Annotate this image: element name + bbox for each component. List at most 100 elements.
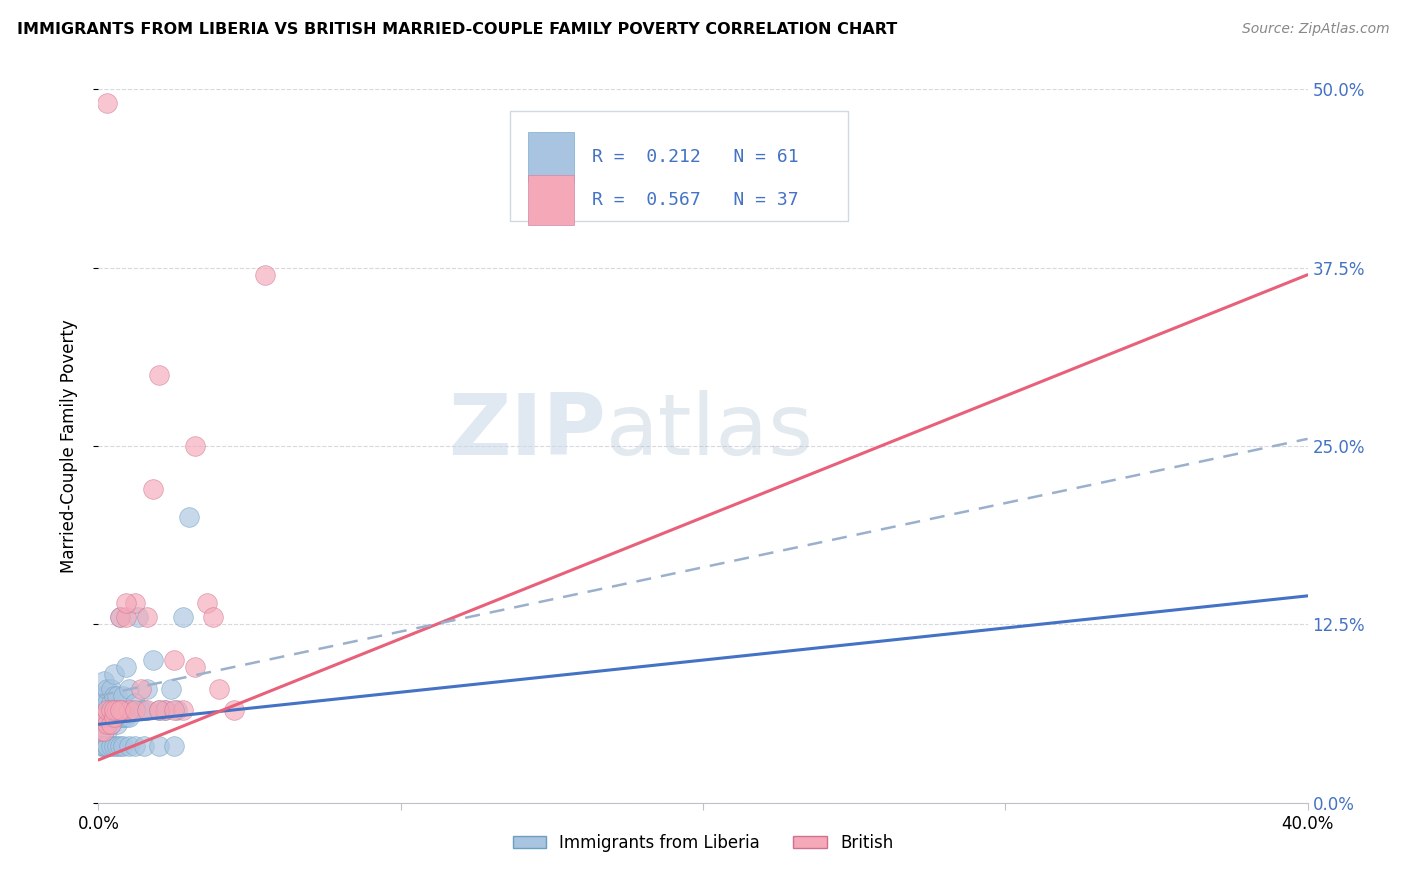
Point xyxy=(93,689,115,703)
Point xyxy=(124,696,146,710)
Point xyxy=(111,703,134,717)
Point xyxy=(103,739,125,753)
Point xyxy=(172,610,194,624)
Point xyxy=(118,703,141,717)
Point xyxy=(118,739,141,753)
Point xyxy=(108,739,131,753)
Point xyxy=(118,681,141,696)
Point xyxy=(96,96,118,111)
Point xyxy=(163,703,186,717)
Point xyxy=(124,703,146,717)
Point xyxy=(135,703,157,717)
Point xyxy=(163,739,186,753)
Point xyxy=(108,710,131,724)
Point xyxy=(153,703,176,717)
Point xyxy=(163,653,186,667)
Point xyxy=(142,482,165,496)
Point xyxy=(96,681,118,696)
Point xyxy=(253,268,276,282)
Text: Source: ZipAtlas.com: Source: ZipAtlas.com xyxy=(1241,22,1389,37)
Point xyxy=(96,717,118,731)
Point xyxy=(100,717,122,731)
Point xyxy=(124,739,146,753)
FancyBboxPatch shape xyxy=(509,111,848,221)
Point xyxy=(96,739,118,753)
Point xyxy=(103,703,125,717)
Point xyxy=(179,510,201,524)
Text: R =  0.567   N = 37: R = 0.567 N = 37 xyxy=(592,191,799,209)
Point xyxy=(153,703,176,717)
Point xyxy=(100,696,122,710)
Point xyxy=(100,739,122,753)
Text: R =  0.212   N = 61: R = 0.212 N = 61 xyxy=(592,148,799,166)
Point xyxy=(103,710,125,724)
Point xyxy=(184,439,207,453)
Bar xyxy=(527,132,574,182)
Point xyxy=(148,368,170,382)
Text: IMMIGRANTS FROM LIBERIA VS BRITISH MARRIED-COUPLE FAMILY POVERTY CORRELATION CHA: IMMIGRANTS FROM LIBERIA VS BRITISH MARRI… xyxy=(17,22,897,37)
Point xyxy=(103,667,125,681)
Point xyxy=(114,710,136,724)
Point xyxy=(172,703,194,717)
Point xyxy=(118,710,141,724)
Point xyxy=(132,703,155,717)
Bar xyxy=(527,175,574,225)
Point xyxy=(108,610,131,624)
Point xyxy=(96,739,118,753)
Legend: Immigrants from Liberia, British: Immigrants from Liberia, British xyxy=(506,828,900,859)
Point xyxy=(103,689,125,703)
Point xyxy=(184,660,207,674)
Point xyxy=(111,739,134,753)
Point xyxy=(129,681,152,696)
Point xyxy=(93,710,115,724)
Point xyxy=(160,681,183,696)
Point xyxy=(96,703,118,717)
Point xyxy=(132,739,155,753)
Point xyxy=(166,703,188,717)
Point xyxy=(93,703,115,717)
Point xyxy=(108,703,131,717)
Point xyxy=(96,703,118,717)
Point xyxy=(114,596,136,610)
Point xyxy=(100,710,122,724)
Point xyxy=(93,710,115,724)
Point xyxy=(90,717,112,731)
Point xyxy=(127,610,149,624)
Point xyxy=(93,717,115,731)
Text: ZIP: ZIP xyxy=(449,390,606,474)
Point xyxy=(90,739,112,753)
Point xyxy=(105,739,128,753)
Point xyxy=(111,710,134,724)
Point xyxy=(103,710,125,724)
Point xyxy=(103,703,125,717)
Point xyxy=(105,703,128,717)
Point xyxy=(93,674,115,689)
Point xyxy=(96,696,118,710)
Point xyxy=(93,739,115,753)
Point xyxy=(135,610,157,624)
Point xyxy=(90,689,112,703)
Text: atlas: atlas xyxy=(606,390,814,474)
Point xyxy=(96,717,118,731)
Point xyxy=(100,703,122,717)
Point xyxy=(96,724,118,739)
Point xyxy=(142,653,165,667)
Point xyxy=(114,660,136,674)
Point xyxy=(105,689,128,703)
Point xyxy=(90,724,112,739)
Point xyxy=(129,703,152,717)
Point xyxy=(148,703,170,717)
Point xyxy=(208,681,231,696)
Point xyxy=(90,703,112,717)
Point xyxy=(202,610,225,624)
Point xyxy=(224,703,246,717)
Point xyxy=(93,724,115,739)
Point xyxy=(93,739,115,753)
Point xyxy=(114,610,136,624)
Point xyxy=(96,710,118,724)
Point xyxy=(100,681,122,696)
Point xyxy=(148,739,170,753)
Point xyxy=(105,717,128,731)
Point xyxy=(108,610,131,624)
Y-axis label: Married-Couple Family Poverty: Married-Couple Family Poverty xyxy=(59,319,77,573)
